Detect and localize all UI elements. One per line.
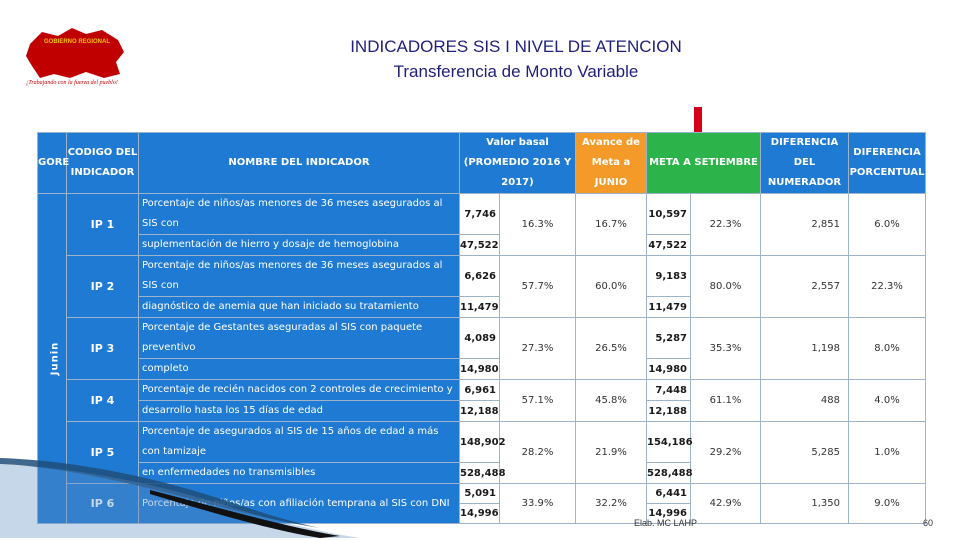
avance-percent: 16.7% <box>575 193 647 256</box>
meta-numerator: 5,287 <box>646 317 691 359</box>
basal-numerator: 148,902 <box>459 421 506 463</box>
avance-percent: 60.0% <box>575 255 647 318</box>
diff-percent: 4.0% <box>848 379 926 422</box>
page-title: INDICADORES SIS I NIVEL DE ATENCION <box>350 37 682 56</box>
basal-percent: 33.9% <box>499 483 576 524</box>
table-row: completo 14,980 14,980 <box>38 358 926 380</box>
gore-value: Junin <box>49 341 61 376</box>
basal-denominator: 14,996 <box>459 503 500 524</box>
header-gore: GORE <box>37 132 69 194</box>
avance-percent: 26.5% <box>575 317 647 380</box>
header-valor-basal: Valor basal (PROMEDIO 2016 Y 2017) <box>459 132 576 194</box>
meta-percent: 61.1% <box>690 379 761 422</box>
basal-percent: 28.2% <box>499 421 576 484</box>
table-row: IP 2 Porcentaje de niños/as menores de 3… <box>38 255 926 318</box>
diff-numerator: 2,851 <box>760 193 849 256</box>
row-name-line2: completo <box>138 358 460 380</box>
diff-numerator: 5,285 <box>760 421 849 484</box>
row-name-line2: diagnóstico de anemia que han iniciado s… <box>138 296 460 318</box>
avance-percent: 21.9% <box>575 421 647 484</box>
table-row: IP 6 Porcentaje de niños/as con afiliaci… <box>38 483 926 524</box>
indicators-table: GORE CODIGO DEL INDICADOR NOMBRE DEL IND… <box>37 132 926 524</box>
meta-numerator: 154,186 <box>646 421 693 463</box>
diff-percent: 6.0% <box>848 193 926 256</box>
meta-percent: 29.2% <box>690 421 761 484</box>
basal-percent: 57.7% <box>499 255 576 318</box>
logo-tagline: ¡Trabajando con la fuerza del pueblo! <box>26 80 118 86</box>
meta-numerator: 9,183 <box>646 255 691 297</box>
meta-denominator: 12,188 <box>646 400 691 422</box>
meta-denominator: 14,996 <box>646 503 691 524</box>
meta-denominator: 14,980 <box>646 358 691 380</box>
basal-numerator: 4,089 <box>459 317 500 359</box>
row-name-line2: suplementación de hierro y dosaje de hem… <box>138 234 460 256</box>
basal-numerator: 6,626 <box>459 255 500 297</box>
footer-credit: Elab. MC LAHP <box>634 518 698 528</box>
meta-percent: 35.3% <box>690 317 761 380</box>
diff-percent: 8.0% <box>848 317 926 380</box>
table-row: IP 4 Porcentaje de recién nacidos con 2 … <box>38 379 926 422</box>
page-subtitle: Transferencia de Monto Variable <box>393 62 639 81</box>
diff-percent: 9.0% <box>848 483 926 524</box>
meta-percent: 80.0% <box>690 255 761 318</box>
diff-numerator: 2,557 <box>760 255 849 318</box>
table-row: Junin IP 1 Porcentaje de niños/as menore… <box>37 193 926 524</box>
basal-numerator: 6,961 <box>459 379 500 401</box>
meta-percent: 42.9% <box>690 483 761 524</box>
row-code: IP 3 <box>66 317 139 380</box>
row-code: IP 1 <box>66 193 139 256</box>
row-name-line1: Porcentaje de asegurados al SIS de 15 añ… <box>138 421 460 463</box>
table-row: en enfermedades no transmisibles 528,488… <box>38 462 926 484</box>
basal-numerator: 7,746 <box>459 193 500 235</box>
diff-numerator: 1,198 <box>760 317 849 380</box>
gobierno-regional-junin-logo: GOBIERNO REGIONAL JUNIN ¡Trabajando con … <box>20 22 132 92</box>
table-row: suplementación de hierro y dosaje de hem… <box>38 234 926 256</box>
logo-name-text: JUNIN <box>34 46 114 75</box>
basal-percent: 27.3% <box>499 317 576 380</box>
basal-percent: 16.3% <box>499 193 576 256</box>
row-code: IP 6 <box>66 483 139 524</box>
logo-region-text: GOBIERNO REGIONAL <box>44 39 111 45</box>
row-name-line1: Porcentaje de recién nacidos con 2 contr… <box>138 379 460 401</box>
page-number: 60 <box>923 518 934 528</box>
row-name-line1: Porcentaje de niños/as menores de 36 mes… <box>138 255 460 297</box>
decorative-swoosh <box>0 458 360 538</box>
basal-denominator: 47,522 <box>459 234 500 256</box>
basal-denominator: 11,479 <box>459 296 500 318</box>
table-row: 14,996 14,996 <box>38 503 926 524</box>
meta-denominator: 11,479 <box>646 296 691 318</box>
diff-numerator: 1,350 <box>760 483 849 524</box>
header-meta: META A SETIEMBRE <box>646 132 761 194</box>
diff-percent: 22.3% <box>848 255 926 318</box>
basal-denominator: 14,980 <box>459 358 500 380</box>
meta-denominator: 47,522 <box>646 234 691 256</box>
diff-percent: 1.0% <box>848 421 926 484</box>
header-avance: Avance de Meta a JUNIO <box>575 132 647 194</box>
row-code: IP 2 <box>66 255 139 318</box>
avance-percent: 45.8% <box>575 379 647 422</box>
meta-numerator: 7,448 <box>646 379 691 401</box>
header-diferencia-porcentual: DIFERENCIA PORCENTUAL <box>848 132 926 194</box>
basal-denominator: 12,188 <box>459 400 500 422</box>
table-row: desarrollo hasta los 15 días de edad 12,… <box>38 400 926 422</box>
header-codigo: CODIGO DEL INDICADOR <box>66 132 139 194</box>
table-row: IP 3 Porcentaje de Gestantes aseguradas … <box>38 317 926 380</box>
row-code: IP 4 <box>66 379 139 422</box>
row-name-line2: en enfermedades no transmisibles <box>138 462 460 484</box>
diff-numerator: 488 <box>760 379 849 422</box>
row-name-line1: Porcentaje de Gestantes aseguradas al SI… <box>138 317 460 359</box>
basal-percent: 57.1% <box>499 379 576 422</box>
meta-percent: 22.3% <box>690 193 761 256</box>
header-nombre: NOMBRE DEL INDICADOR <box>138 132 460 194</box>
header-diferencia-numerador: DIFERENCIA DEL NUMERADOR <box>760 132 849 194</box>
meta-numerator: 10,597 <box>646 193 691 235</box>
row-name-line2: desarrollo hasta los 15 días de edad <box>138 400 460 422</box>
row-name-line1: Porcentaje de niños/as menores de 36 mes… <box>138 193 460 235</box>
